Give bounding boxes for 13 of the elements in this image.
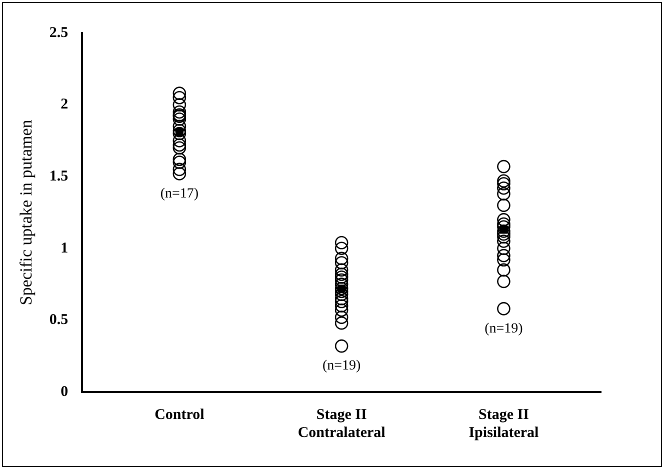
x-tick-label: Control	[154, 406, 204, 423]
annotation: (n=17)	[160, 186, 199, 202]
x-tick-label: Stage II Ipisilateral	[468, 406, 539, 441]
y-tick-label: 1	[60, 240, 68, 256]
y-tick-label: 0	[60, 384, 68, 400]
annotation: (n=19)	[484, 321, 524, 336]
x-tick-label: Stage II Contralateral	[298, 406, 386, 441]
annotation: (n=19)	[322, 358, 362, 374]
y-axis-title: Specific uptake in putamen	[16, 119, 36, 306]
y-tick-label: 2	[60, 96, 68, 113]
y-tick-label: 0.5	[49, 312, 68, 328]
y-tick-label: 1.5	[49, 168, 68, 184]
y-tick-label: 2.5	[49, 24, 68, 41]
